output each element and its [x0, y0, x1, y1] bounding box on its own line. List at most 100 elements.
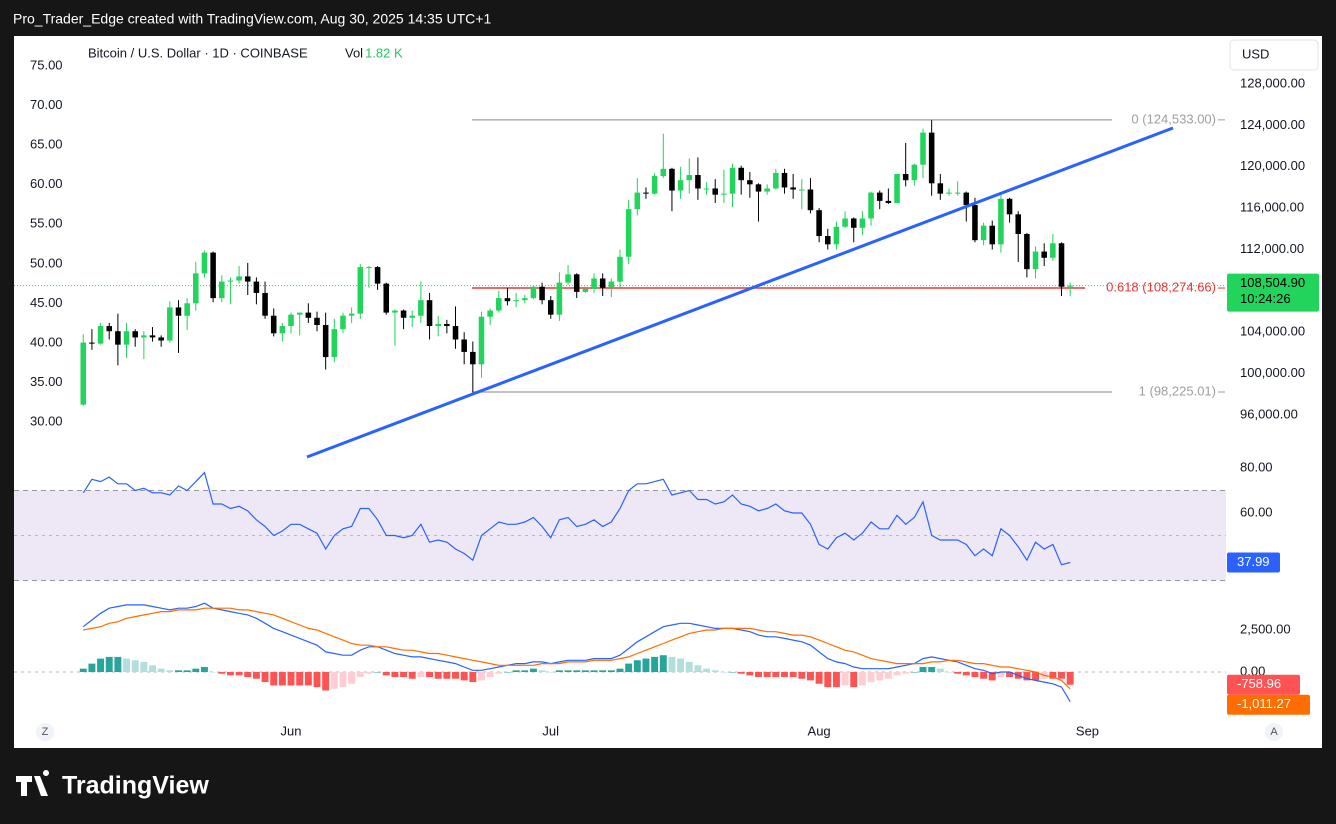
y-tick-label: 0.00	[1240, 663, 1265, 678]
histogram-bar	[763, 672, 771, 678]
candle-body	[1024, 233, 1030, 270]
histogram-bar	[651, 656, 659, 673]
candle-body	[97, 326, 104, 344]
histogram-bar	[755, 672, 762, 678]
histogram-bar	[365, 672, 373, 674]
histogram-bar	[711, 670, 719, 673]
auto-label: A	[1270, 726, 1278, 738]
candle-body	[132, 331, 138, 338]
candle-body	[703, 188, 710, 190]
histogram-bar	[832, 672, 840, 688]
candle-body	[1006, 198, 1013, 215]
candle-body	[513, 300, 519, 302]
y-tick-label: 55.00	[30, 216, 63, 231]
fib-label: 1 (98,225.01)	[1139, 383, 1216, 398]
candle-body	[444, 323, 450, 327]
histogram-bar	[339, 672, 347, 688]
histogram-bar	[79, 668, 87, 673]
candle-body	[729, 167, 736, 194]
histogram-bar	[954, 672, 962, 674]
fib-label: 0 (124,533.00)	[1131, 111, 1216, 126]
x-tick-label: Aug	[808, 723, 831, 738]
candle-body	[1032, 251, 1039, 270]
trend-line	[306, 126, 1174, 459]
y-tick-label: 112,000.00	[1240, 241, 1304, 256]
candle-body	[435, 323, 441, 327]
histogram-bar	[1066, 672, 1074, 685]
histogram-bar	[997, 672, 1005, 678]
fib-label: 0.618 (108,274.66)	[1106, 279, 1216, 294]
candle-body	[539, 286, 545, 301]
candle-body	[721, 193, 727, 195]
histogram-bar	[1023, 672, 1031, 681]
histogram-bar	[417, 672, 425, 678]
histogram-bar	[131, 660, 139, 673]
histogram-bar	[858, 672, 866, 686]
y-tick-label: 50.00	[30, 255, 63, 270]
candle-body	[418, 300, 424, 316]
histogram-bar	[97, 658, 105, 673]
y-tick-label: 128,000.00	[1240, 75, 1305, 90]
currency-box[interactable]	[1229, 39, 1319, 71]
candle-body	[998, 198, 1004, 245]
candle-body	[392, 310, 398, 313]
candle-body	[253, 281, 260, 293]
candle-body	[825, 236, 831, 245]
candle-body	[270, 315, 277, 334]
histogram-bar	[599, 670, 607, 673]
candle-body	[989, 225, 996, 245]
candle-body	[876, 192, 883, 201]
histogram-bar	[980, 672, 988, 679]
candle-body	[80, 342, 87, 405]
histogram-bar	[538, 670, 546, 673]
histogram-bar	[737, 672, 745, 674]
histogram-bar	[677, 658, 685, 673]
histogram-bar	[573, 670, 581, 673]
auto-button[interactable]	[1265, 723, 1283, 741]
histogram-bar	[460, 672, 468, 681]
histogram-bar	[988, 672, 996, 681]
header: Pro_Trader_Edge created with TradingView…	[13, 11, 491, 27]
histogram-bar	[529, 668, 537, 673]
histogram-bar	[88, 663, 96, 673]
histogram-bar	[278, 672, 286, 686]
candle-body	[582, 288, 589, 292]
candle-body	[807, 189, 814, 211]
histogram-bar	[564, 670, 572, 673]
histogram-bar	[149, 665, 156, 673]
symbol-title: Bitcoin / U.S. Dollar · 1D · COINBASE	[88, 45, 308, 60]
signal-line	[83, 607, 1071, 690]
y-tick-label: 120,000.00	[1240, 158, 1305, 173]
candle-body	[210, 252, 216, 299]
candle-body	[236, 276, 242, 281]
histogram-bar	[183, 670, 191, 673]
histogram-bar	[175, 670, 182, 673]
brand: TradingView	[62, 772, 209, 800]
histogram-bar	[235, 672, 243, 676]
y-tick-label: 80.00	[1240, 460, 1273, 475]
histogram-bar	[512, 670, 520, 673]
histogram-bar	[936, 668, 944, 673]
histogram-bar	[625, 663, 633, 673]
candle-body	[902, 173, 909, 181]
y-tick-label: 75.00	[30, 57, 63, 72]
histogram-bar	[789, 672, 797, 678]
histogram-bar	[945, 672, 953, 673]
histogram-bar	[426, 672, 434, 678]
z-button[interactable]	[36, 723, 54, 741]
histogram-bar	[590, 670, 598, 673]
candle-body	[149, 335, 156, 338]
histogram-bar	[876, 672, 884, 681]
candle-body	[677, 180, 684, 191]
histogram-bar	[841, 672, 849, 686]
currency: USD	[1242, 46, 1269, 61]
histogram-bar	[287, 672, 295, 686]
histogram-bar	[607, 670, 615, 673]
histogram-bar	[815, 672, 823, 684]
candle-body	[608, 281, 615, 288]
histogram-bar	[200, 666, 208, 673]
candle-body	[799, 189, 805, 191]
candle-body	[530, 286, 537, 299]
histogram-bar	[521, 670, 529, 673]
candle-body	[634, 192, 641, 210]
